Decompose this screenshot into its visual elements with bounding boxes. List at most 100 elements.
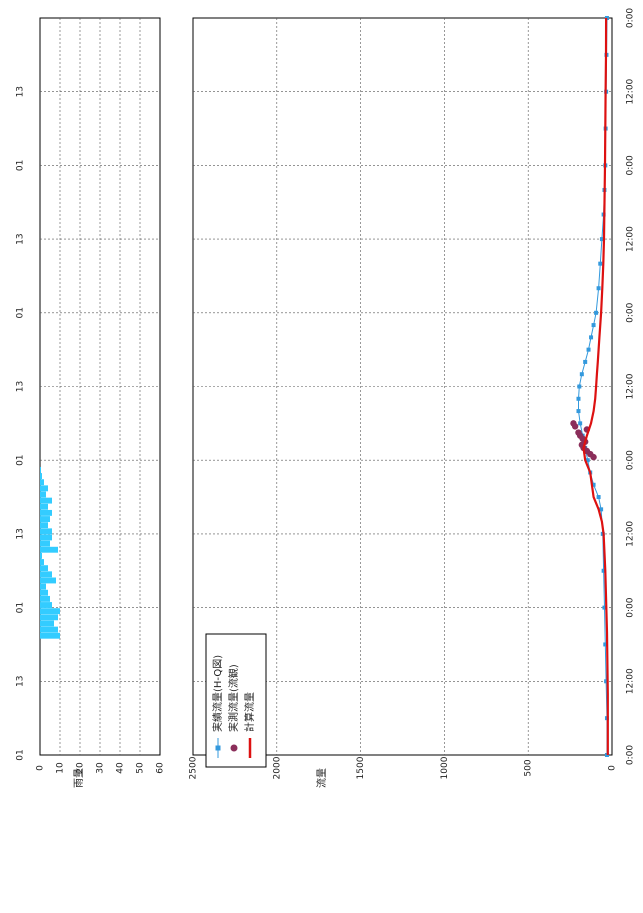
rainfall-bar bbox=[40, 485, 48, 492]
rainfall-bar bbox=[40, 577, 56, 584]
rainfall-x-tick-label: 01 bbox=[16, 454, 26, 465]
legend-symbol bbox=[215, 745, 221, 751]
rainfall-y-tick-label: 60 bbox=[156, 762, 166, 774]
data-point bbox=[576, 396, 581, 401]
rainfall-x-tick-label: 01 bbox=[16, 307, 26, 318]
data-point bbox=[601, 568, 606, 573]
data-point bbox=[586, 347, 591, 352]
data-point bbox=[596, 286, 601, 291]
legend-label: 実測流量(流観) bbox=[227, 664, 240, 732]
rainfall-bars bbox=[40, 466, 60, 639]
data-point bbox=[603, 642, 608, 647]
rainfall-y-tick-label: 40 bbox=[116, 762, 126, 774]
data-point bbox=[589, 335, 594, 340]
discharge-x-tick-label: 0:00 bbox=[626, 450, 636, 470]
rainfall-bar bbox=[40, 479, 44, 486]
rainfall-bar bbox=[40, 559, 44, 565]
discharge-x-tick-label: 12:00 bbox=[626, 373, 636, 399]
data-point bbox=[604, 16, 609, 20]
rainfall-x-ticks: 01 13 01 13 01 13 01 13 01 13 bbox=[16, 86, 26, 761]
discharge-x-tick-label: 0:00 bbox=[626, 302, 636, 322]
rainfall-bar bbox=[40, 534, 52, 541]
rainfall-bar bbox=[40, 522, 48, 529]
rainfall-y-tick-label: 50 bbox=[136, 762, 146, 774]
rainfall-y-tick-label: 30 bbox=[96, 762, 106, 774]
legend-box bbox=[205, 633, 267, 768]
rainfall-x-tick-label: 13 bbox=[16, 676, 26, 687]
discharge-series bbox=[570, 16, 609, 757]
discharge-x-tick-label: 12:00 bbox=[626, 521, 636, 547]
rainfall-bar bbox=[40, 583, 46, 590]
legend-label: 実績流量(H-Q図) bbox=[211, 655, 224, 732]
legend-items: 実績流量(H-Q図) 実測流量(流観) 計算流量 bbox=[211, 655, 256, 758]
discharge-x-tick-label: 12:00 bbox=[626, 78, 636, 104]
rainfall-x-tick-label: 13 bbox=[16, 233, 26, 244]
discharge-y-tick-label: 1000 bbox=[440, 756, 450, 779]
rainfall-bar bbox=[40, 516, 50, 522]
data-point bbox=[576, 409, 581, 414]
discharge-x-tick-label: 12:00 bbox=[626, 226, 636, 252]
rainfall-x-tick-label: 01 bbox=[16, 749, 26, 760]
data-point bbox=[591, 482, 596, 487]
rainfall-bar bbox=[40, 503, 48, 510]
data-point bbox=[585, 458, 590, 463]
rainfall-bar bbox=[40, 632, 60, 639]
rainfall-bar bbox=[40, 546, 58, 553]
rainfall-bar bbox=[40, 491, 46, 498]
data-point bbox=[599, 237, 604, 242]
rainfall-axis-label: 雨量 bbox=[73, 768, 85, 788]
data-point bbox=[599, 507, 604, 512]
rainfall-bar bbox=[40, 620, 54, 627]
data-point bbox=[578, 421, 583, 426]
rainfall-y-tick-label: 0 bbox=[36, 765, 46, 771]
rainfall-x-tick-label: 01 bbox=[16, 602, 26, 613]
legend-label: 計算流量 bbox=[243, 692, 256, 732]
discharge-x-ticks: 0:00 12:00 0:00 12:00 0:00 12:00 0:00 12:00 0:00… bbox=[626, 8, 636, 765]
data-point bbox=[570, 420, 577, 427]
rainfall-bar bbox=[40, 497, 52, 504]
data-point bbox=[575, 429, 582, 436]
data-point bbox=[594, 310, 599, 315]
rainfall-bar bbox=[40, 565, 48, 572]
data-point bbox=[577, 384, 582, 389]
rainfall-bar bbox=[40, 571, 52, 578]
rainfall-x-tick-label: 13 bbox=[16, 86, 26, 97]
rainfall-panel: 0 10 20 30 40 50 60 01 13 01 13 01 13 01 13 01 13 雨量 bbox=[16, 17, 166, 788]
data-point bbox=[602, 605, 607, 610]
rainfall-y-tick-label: 20 bbox=[76, 762, 86, 774]
data-point bbox=[604, 679, 609, 684]
rainfall-y-tick-label: 10 bbox=[56, 762, 66, 774]
rainfall-bar bbox=[40, 528, 52, 535]
rainfall-bar bbox=[40, 540, 50, 547]
discharge-y-tick-label: 2500 bbox=[189, 756, 199, 779]
rainfall-bar bbox=[40, 466, 41, 473]
rainfall-bar bbox=[40, 602, 52, 608]
rainfall-grid bbox=[40, 18, 160, 755]
rainfall-x-tick-label: 13 bbox=[16, 381, 26, 392]
discharge-y-tick-label: 2000 bbox=[272, 756, 282, 779]
rainfall-bar bbox=[40, 552, 42, 559]
discharge-x-tick-label: 0:00 bbox=[626, 8, 636, 28]
rainfall-bar bbox=[40, 595, 50, 602]
rainfall-bar bbox=[40, 608, 60, 615]
rainfall-x-tick-label: 01 bbox=[16, 160, 26, 171]
discharge-x-tick-label: 0:00 bbox=[626, 155, 636, 175]
discharge-y-ticks: 0 500 1000 1500 2000 2500 bbox=[189, 756, 618, 779]
discharge-x-tick-label: 0:00 bbox=[626, 745, 636, 765]
series-line bbox=[582, 17, 609, 755]
rainfall-bar bbox=[40, 589, 48, 596]
legend-symbol bbox=[230, 744, 238, 752]
rainfall-bar bbox=[40, 614, 58, 621]
series-3 bbox=[582, 17, 609, 755]
discharge-grid bbox=[193, 18, 612, 755]
discharge-y-tick-label: 1500 bbox=[356, 756, 366, 779]
data-point bbox=[596, 495, 601, 500]
discharge-x-tick-label: 0:00 bbox=[626, 597, 636, 617]
legend: 実績流量(H-Q図) 実測流量(流観) 計算流量 bbox=[205, 633, 267, 768]
discharge-y-tick-label: 0 bbox=[608, 765, 618, 771]
rainfall-y-ticks: 0 10 20 30 40 50 60 bbox=[36, 762, 166, 774]
data-point bbox=[598, 261, 603, 266]
data-point bbox=[591, 323, 596, 328]
discharge-axis-label: 流量 bbox=[315, 768, 328, 788]
